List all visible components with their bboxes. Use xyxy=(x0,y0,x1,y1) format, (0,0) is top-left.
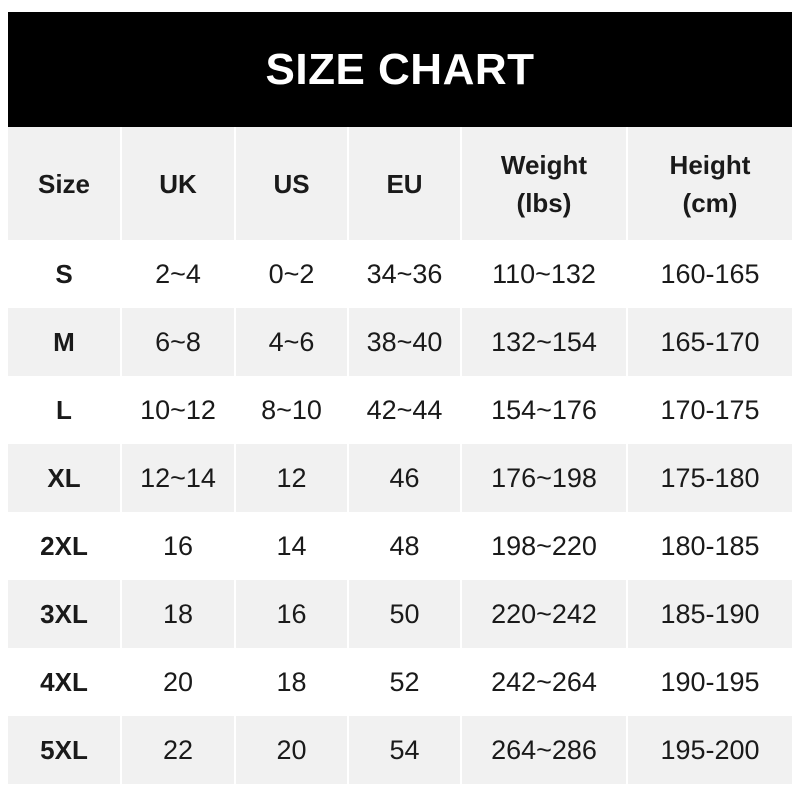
cell-us: 4~6 xyxy=(234,308,348,376)
cell-uk: 20 xyxy=(120,648,235,716)
cell-height: 170-175 xyxy=(626,376,792,444)
cell-height: 180-185 xyxy=(626,512,792,580)
cell-uk: 2~4 xyxy=(120,240,235,308)
cell-eu: 54 xyxy=(347,716,461,784)
header-weight-line2: (lbs) xyxy=(516,187,572,218)
header-height-line2: (cm) xyxy=(682,187,738,218)
table-row: 2XL 16 14 48 198~220 180-185 xyxy=(8,512,792,580)
cell-us: 12 xyxy=(234,444,348,512)
table-row: L 10~12 8~10 42~44 154~176 170-175 xyxy=(8,376,792,444)
cell-height: 190-195 xyxy=(626,648,792,716)
header-eu: EU xyxy=(347,127,461,240)
cell-uk: 16 xyxy=(120,512,235,580)
table-row: XL 12~14 12 46 176~198 175-180 xyxy=(8,444,792,512)
cell-eu: 48 xyxy=(347,512,461,580)
cell-us: 8~10 xyxy=(234,376,348,444)
cell-us: 14 xyxy=(234,512,348,580)
cell-weight: 242~264 xyxy=(460,648,627,716)
cell-uk: 10~12 xyxy=(120,376,235,444)
size-chart-table: Size UK US EU Weight (lbs) Height (cm) S 2~… xyxy=(8,127,792,784)
cell-us: 20 xyxy=(234,716,348,784)
cell-weight: 154~176 xyxy=(460,376,627,444)
table-row: M 6~8 4~6 38~40 132~154 165-170 xyxy=(8,308,792,376)
cell-uk: 6~8 xyxy=(120,308,235,376)
cell-uk: 12~14 xyxy=(120,444,235,512)
cell-size: XL xyxy=(8,444,121,512)
cell-eu: 52 xyxy=(347,648,461,716)
cell-us: 0~2 xyxy=(234,240,348,308)
cell-eu: 46 xyxy=(347,444,461,512)
table-row: 5XL 22 20 54 264~286 195-200 xyxy=(8,716,792,784)
cell-eu: 38~40 xyxy=(347,308,461,376)
cell-uk: 22 xyxy=(120,716,235,784)
cell-height: 160-165 xyxy=(626,240,792,308)
cell-us: 16 xyxy=(234,580,348,648)
cell-height: 175-180 xyxy=(626,444,792,512)
size-chart-title: SIZE CHART xyxy=(8,12,792,127)
table-row: 3XL 18 16 50 220~242 185-190 xyxy=(8,580,792,648)
cell-uk: 18 xyxy=(120,580,235,648)
cell-weight: 176~198 xyxy=(460,444,627,512)
cell-size: 3XL xyxy=(8,580,121,648)
cell-weight: 198~220 xyxy=(460,512,627,580)
cell-weight: 110~132 xyxy=(460,240,627,308)
cell-eu: 34~36 xyxy=(347,240,461,308)
header-weight: Weight (lbs) xyxy=(460,127,627,240)
header-height-line1: Height xyxy=(669,149,751,180)
cell-size: S xyxy=(8,240,121,308)
cell-weight: 132~154 xyxy=(460,308,627,376)
table-row: 4XL 20 18 52 242~264 190-195 xyxy=(8,648,792,716)
header-weight-line1: Weight xyxy=(500,149,588,180)
cell-size: 2XL xyxy=(8,512,121,580)
header-row: Size UK US EU Weight (lbs) Height (cm) xyxy=(8,127,792,240)
cell-size: 4XL xyxy=(8,648,121,716)
cell-height: 165-170 xyxy=(626,308,792,376)
header-us: US xyxy=(234,127,348,240)
cell-eu: 42~44 xyxy=(347,376,461,444)
cell-weight: 264~286 xyxy=(460,716,627,784)
cell-height: 185-190 xyxy=(626,580,792,648)
cell-height: 195-200 xyxy=(626,716,792,784)
header-size: Size xyxy=(8,127,121,240)
cell-size: M xyxy=(8,308,121,376)
cell-weight: 220~242 xyxy=(460,580,627,648)
cell-size: 5XL xyxy=(8,716,121,784)
table-row: S 2~4 0~2 34~36 110~132 160-165 xyxy=(8,240,792,308)
header-uk: UK xyxy=(120,127,235,240)
cell-eu: 50 xyxy=(347,580,461,648)
cell-size: L xyxy=(8,376,121,444)
header-height: Height (cm) xyxy=(626,127,792,240)
cell-us: 18 xyxy=(234,648,348,716)
